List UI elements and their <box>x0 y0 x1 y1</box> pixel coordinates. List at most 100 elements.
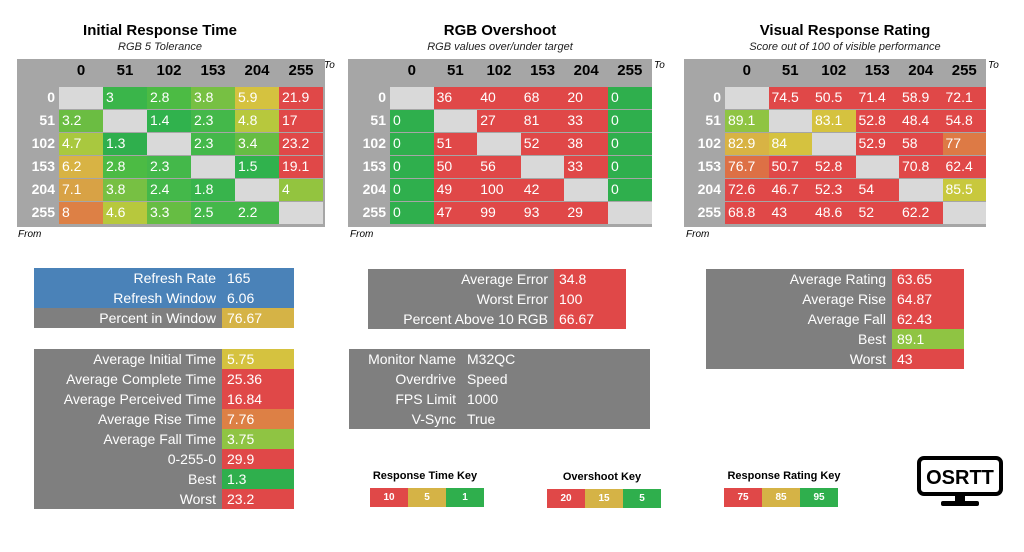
matrix-cell: 8 <box>59 202 103 224</box>
stat-row: Worst 43 <box>706 349 964 369</box>
matrix-cell: 6.2 <box>59 156 103 178</box>
axis-from-label: From <box>18 229 42 240</box>
matrix-row-header: 153 <box>31 158 55 174</box>
matrix-cell: 3.8 <box>103 179 147 201</box>
matrix-cell: 0 <box>390 110 434 132</box>
matrix-cell: 49 <box>433 179 478 201</box>
matrix-col-header: 102 <box>486 62 512 79</box>
matrix-col-header: 51 <box>116 62 134 79</box>
stat-label: Worst <box>706 349 892 369</box>
matrix-row-header: 102 <box>362 135 386 151</box>
stat-row: Average Rise 64.87 <box>706 289 964 309</box>
stat-label: Average Fall Time <box>34 429 222 449</box>
matrix-cell: 2.4 <box>147 179 191 201</box>
matrix-cell: 54.8 <box>942 110 986 132</box>
matrix-cell: 4.6 <box>103 202 147 224</box>
stat-label: Average Rating <box>706 269 892 289</box>
matrix-cell: 40 <box>477 87 521 109</box>
matrix-row-header: 204 <box>697 181 721 197</box>
matrix-cell: 50.5 <box>812 87 856 109</box>
stat-row: Average Error 34.8 <box>368 269 626 289</box>
matrix-cell: 51 <box>433 133 478 155</box>
matrix-cell: 0 <box>608 133 652 155</box>
stat-value: 62.43 <box>892 309 964 329</box>
matrix-row-header: 255 <box>697 204 721 220</box>
response-time-stats: Average Initial Time 5.75 Average Complete… <box>34 349 294 509</box>
axis-from-label: From <box>350 229 374 240</box>
matrix-col-header: 0 <box>76 62 86 79</box>
matrix-cell: 7.1 <box>59 179 103 201</box>
matrix-cell: 72.6 <box>725 179 769 201</box>
matrix-cell: 42 <box>520 179 565 201</box>
matrix-cell: 58.9 <box>899 87 943 109</box>
matrix-cell: 84 <box>768 133 812 155</box>
matrix-cell: 68.8 <box>725 202 769 224</box>
matrix-cell: 52.8 <box>812 156 856 178</box>
matrix-cell: 0 <box>390 202 434 224</box>
matrix-col-header: 255 <box>951 62 977 79</box>
matrix-cell: 56 <box>477 156 521 178</box>
matrix-col-header: 51 <box>447 62 464 79</box>
stat-row: Best 1.3 <box>34 469 294 489</box>
stat-value: 1000 <box>462 389 650 409</box>
matrix-cell: 0 <box>608 156 652 178</box>
matrix-cell: 54 <box>855 179 899 201</box>
matrix-cell: 83.1 <box>812 110 856 132</box>
matrix-col-header: 0 <box>742 62 751 79</box>
matrix-cell: 77 <box>942 133 986 155</box>
matrix-cell: 33 <box>564 156 608 178</box>
matrix-row-header: 204 <box>362 181 386 197</box>
panel-title-rgb-overshoot: RGB Overshoot <box>443 22 557 39</box>
matrix-cell: 2.8 <box>147 87 191 109</box>
stat-row: Percent in Window 76.67 <box>34 308 294 328</box>
matrix-row-header: 153 <box>697 158 721 174</box>
matrix-cell: 0 <box>608 87 652 109</box>
matrix-cell: 27 <box>477 110 521 132</box>
matrix-cell: 4.7 <box>59 133 103 155</box>
matrix-row-header: 204 <box>31 181 55 197</box>
stat-label: Average Rise <box>706 289 892 309</box>
logo-text: OSRTT <box>926 467 994 489</box>
matrix-cell: 100 <box>477 179 521 201</box>
matrix-col-header: 0 <box>407 62 416 79</box>
panel-subtitle-rgb-overshoot: RGB values over/under target <box>427 41 573 53</box>
matrix-cell: 33 <box>564 110 608 132</box>
matrix-cell <box>564 179 608 201</box>
matrix-cell: 99 <box>477 202 521 224</box>
stat-label: Best <box>706 329 892 349</box>
matrix-cell: 50.7 <box>768 156 812 178</box>
matrix-cell: 3 <box>103 87 147 109</box>
rating-stats: Average Rating 63.65 Average Rise 64.87 Aver… <box>706 269 964 369</box>
stat-label: 0-255-0 <box>34 449 222 469</box>
stat-row: Best 89.1 <box>706 329 964 349</box>
matrix-col-header: 153 <box>864 62 890 79</box>
axis-from-label: From <box>686 229 710 240</box>
matrix-cell: 85.5 <box>942 179 986 201</box>
matrix-cell: 52 <box>520 133 565 155</box>
matrix-cell <box>279 202 323 224</box>
stat-row: FPS Limit 1000 <box>349 389 650 409</box>
matrix-cell: 74.5 <box>768 87 812 109</box>
matrix-cell: 43 <box>768 202 812 224</box>
matrix-cell: 48.6 <box>812 202 856 224</box>
stat-label: V-Sync <box>349 409 462 429</box>
matrix-cell: 52 <box>855 202 899 224</box>
matrix-cell: 1.8 <box>191 179 235 201</box>
matrix-col-header: 255 <box>617 62 643 79</box>
stat-value: 89.1 <box>892 329 964 349</box>
matrix-cell <box>59 87 103 109</box>
key-title: Overshoot Key <box>562 471 642 483</box>
stat-value: 29.9 <box>222 449 294 469</box>
stat-value: 63.65 <box>892 269 964 289</box>
matrix-col-header: 153 <box>200 62 226 79</box>
key-cell: 95 <box>800 488 838 507</box>
matrix-col-header: 204 <box>244 62 270 79</box>
matrix-cell: 76.7 <box>725 156 769 178</box>
refresh-rate-box: Refresh Rate 165 Refresh Window 6.06 Percent… <box>34 268 294 328</box>
matrix-cell <box>942 202 986 224</box>
stat-value: 100 <box>554 289 626 309</box>
matrix-cell: 72.1 <box>942 87 986 109</box>
matrix-row-header: 0 <box>378 89 386 105</box>
matrix-cell: 47 <box>433 202 478 224</box>
stat-row: Worst Error 100 <box>368 289 626 309</box>
